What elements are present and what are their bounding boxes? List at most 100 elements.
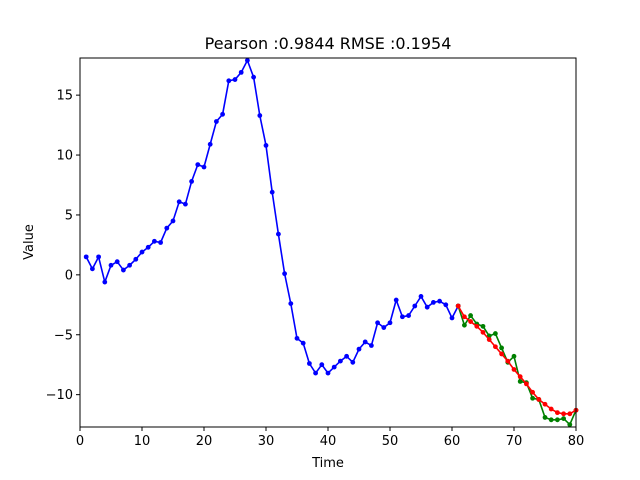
data-point <box>344 353 349 359</box>
data-point <box>468 313 473 318</box>
data-point <box>480 329 486 335</box>
data-point <box>90 266 95 272</box>
y-tick-label: 15 <box>56 89 73 104</box>
data-point <box>331 364 337 370</box>
series-layer <box>83 58 579 427</box>
data-point <box>418 294 424 299</box>
data-point <box>406 313 411 318</box>
data-point <box>499 351 504 357</box>
x-tick-label: 0 <box>76 434 84 449</box>
data-point <box>548 406 554 412</box>
data-point <box>468 319 473 324</box>
data-point <box>176 199 182 205</box>
x-tick-label: 50 <box>382 434 399 449</box>
data-point <box>121 267 126 273</box>
data-point <box>369 343 374 348</box>
data-point <box>480 323 486 329</box>
data-point <box>455 303 461 309</box>
data-point <box>238 69 244 75</box>
data-point <box>313 370 318 376</box>
data-point <box>269 189 275 195</box>
data-point <box>493 331 498 336</box>
plot-area <box>79 57 579 428</box>
data-point <box>493 344 498 350</box>
data-point <box>567 422 573 427</box>
data-point <box>443 302 449 308</box>
data-point <box>276 231 281 237</box>
data-point <box>499 345 504 351</box>
data-point <box>220 111 226 117</box>
y-tick-label: −5 <box>54 328 73 343</box>
data-point <box>542 415 548 420</box>
data-point <box>350 359 356 365</box>
y-tick-label: 0 <box>65 268 73 283</box>
data-point <box>300 340 306 346</box>
data-point <box>114 259 120 265</box>
y-tick-label: 5 <box>65 208 73 223</box>
data-point <box>83 254 89 260</box>
chart-title: Pearson :0.9844 RMSE :0.1954 <box>205 34 452 53</box>
data-point <box>381 325 387 330</box>
y-tick-label: 10 <box>56 149 73 164</box>
data-point <box>437 298 442 304</box>
data-point <box>387 320 393 326</box>
data-point <box>183 201 188 207</box>
data-point <box>158 240 164 245</box>
x-tick-label: 10 <box>134 434 151 449</box>
data-point <box>338 358 343 364</box>
data-point <box>294 335 300 341</box>
data-point <box>511 367 517 372</box>
data-point <box>555 410 560 416</box>
x-axis-label: Time <box>311 456 344 471</box>
y-tick-label: −10 <box>46 388 73 403</box>
y-axis-label: Value <box>22 224 37 260</box>
x-tick-label: 70 <box>506 434 523 449</box>
data-point <box>282 271 287 277</box>
data-point <box>108 262 114 268</box>
data-point <box>449 315 455 321</box>
data-point <box>462 322 467 328</box>
data-point <box>412 303 418 309</box>
data-point <box>424 304 430 310</box>
data-point <box>325 370 331 376</box>
data-point <box>362 339 368 345</box>
data-point <box>152 238 157 244</box>
data-point <box>207 141 213 147</box>
data-point <box>511 353 517 359</box>
data-point <box>226 78 232 84</box>
data-point <box>431 300 436 305</box>
data-point <box>393 297 399 303</box>
data-point <box>555 417 560 423</box>
data-point <box>462 314 467 320</box>
data-point <box>400 314 405 320</box>
data-point <box>170 218 176 224</box>
data-point <box>201 164 207 170</box>
data-point <box>517 374 523 380</box>
data-point <box>189 179 195 184</box>
data-point <box>505 358 511 364</box>
data-point <box>251 74 256 80</box>
data-point <box>164 225 170 231</box>
data-point <box>307 361 312 366</box>
data-point <box>214 119 219 124</box>
data-point <box>127 262 132 268</box>
data-point <box>375 320 380 326</box>
data-point <box>561 416 566 422</box>
data-point <box>257 113 263 118</box>
data-point <box>474 323 480 329</box>
data-point <box>319 362 325 368</box>
series-3 <box>455 303 579 417</box>
data-point <box>567 411 573 417</box>
data-point <box>536 397 542 402</box>
data-point <box>133 256 139 262</box>
data-point <box>530 389 535 395</box>
data-point <box>356 346 362 352</box>
x-tick-label: 40 <box>320 434 337 449</box>
data-point <box>245 58 250 63</box>
x-tick-label: 30 <box>258 434 275 449</box>
data-point <box>139 249 145 255</box>
x-tick-label: 60 <box>444 434 461 449</box>
y-axis: −10 −5 0 5 10 15 <box>46 89 80 403</box>
series-1 <box>83 58 461 376</box>
